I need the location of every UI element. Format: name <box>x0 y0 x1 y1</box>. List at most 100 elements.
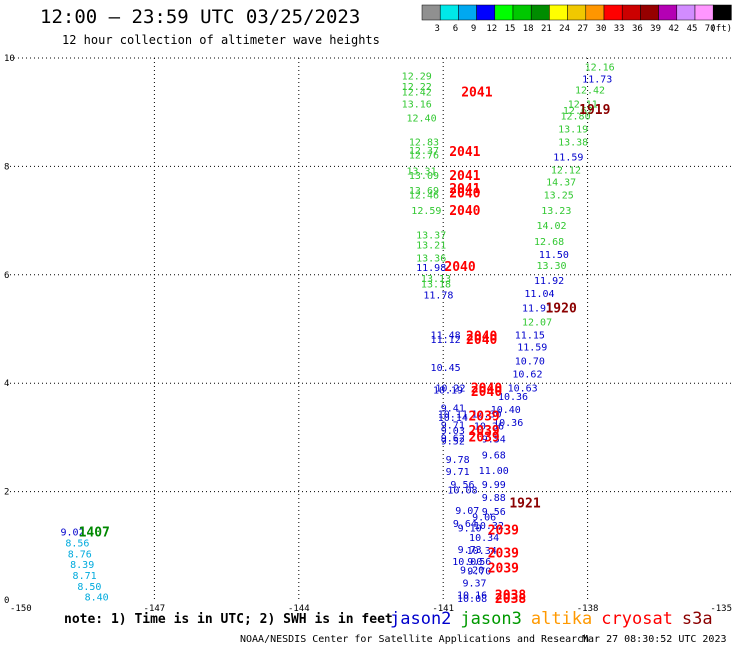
x-axis-ticks: -150 -147 -144 -141 -138 -135 <box>10 604 732 612</box>
legend-bin-label: 39 <box>650 24 661 34</box>
track-id-label: 2040 <box>466 330 497 345</box>
wave-height-point: 11.98 <box>416 263 446 274</box>
wave-height-point: 13.25 <box>544 191 574 202</box>
wave-height-point: 10.19 <box>433 386 463 397</box>
y-tick-label: 0 <box>4 596 9 606</box>
legend-bin-label: 24 <box>559 24 570 34</box>
satellite-legend: jason2 jason3 altika cryosat s3a <box>390 609 722 629</box>
wave-height-point: 12.62 <box>563 106 593 117</box>
wave-height-point: 12.83 <box>409 137 439 148</box>
legend-bin-label: 70 <box>705 24 716 34</box>
timestamp: Mar 27 08:30:52 UTC 2023 <box>582 634 727 645</box>
wave-height-point: 9.20 <box>460 566 484 577</box>
wave-height-point: 13.13 <box>421 274 451 285</box>
y-tick-label: 6 <box>4 271 9 281</box>
legend-bin-label: 6 <box>453 24 458 34</box>
wave-height-point: 9.56 <box>450 480 474 491</box>
legend-bin-label: 27 <box>577 24 588 34</box>
legend-unit: (ft) <box>710 24 732 34</box>
wave-height-point: 12.16 <box>585 63 615 74</box>
wave-height-point: 9.56 <box>482 507 506 518</box>
wave-height-point: 12.12 <box>551 166 581 177</box>
wave-height-point: 12.68 <box>534 237 564 248</box>
wave-height-point: 10.22 <box>435 384 465 395</box>
wave-height-point: 12.40 <box>406 114 436 125</box>
wave-height-point: 9.56 <box>467 557 491 568</box>
legend-bin-label: 12 <box>486 24 497 34</box>
wave-height-point: 12.22 <box>402 82 432 93</box>
satellite-legend-entry: s3a <box>681 609 713 629</box>
x-tick-label: -141 <box>432 604 454 612</box>
wave-height-point: 13.21 <box>416 240 446 251</box>
wave-height-point: 12.76 <box>409 150 439 161</box>
x-tick-label: -135 <box>710 604 732 612</box>
track-id-label: 2039 <box>468 424 499 439</box>
wave-height-point: 12.37 <box>409 146 439 157</box>
wave-height-point: 9.02 <box>61 528 85 539</box>
track-id-labels: 2041204120412041204020402040204020402040… <box>79 86 611 607</box>
x-tick-label: -147 <box>144 604 166 612</box>
track-id-label: 2040 <box>471 382 502 397</box>
grid-lines <box>10 57 732 600</box>
wave-height-point: 8.56 <box>65 539 89 550</box>
wave-height-point: 12.11 <box>568 100 598 111</box>
wave-height-point: 10.45 <box>431 363 461 374</box>
wave-height-point: 12.07 <box>522 317 552 328</box>
track-id-label: 2040 <box>449 204 480 219</box>
wave-height-point: 10.36 <box>493 418 523 429</box>
legend-bin-label: 15 <box>505 24 516 34</box>
track-id-label: 1407 <box>79 526 110 541</box>
satellite-legend-entry: jason3 <box>460 609 522 629</box>
wave-height-point: 10.16 <box>457 591 487 602</box>
wave-height-point: 10.63 <box>508 384 538 395</box>
wave-height-point: 10.11 <box>438 410 468 421</box>
wave-height-point: 8.40 <box>85 593 109 604</box>
wave-height-point: 9.03 <box>441 426 465 437</box>
wave-height-point: 11.04 <box>524 289 554 300</box>
wave-height-point: 14.02 <box>536 221 566 232</box>
wave-height-point: 12.42 <box>575 85 605 96</box>
data-points: 12.2912.2212.4213.1612.4012.8312.3712.76… <box>61 63 615 605</box>
wave-height-point: 10.34 <box>469 533 499 544</box>
wave-height-point: 12.80 <box>561 111 591 122</box>
track-id-label: 2040 <box>449 186 480 201</box>
track-id-label: 2039 <box>488 546 519 561</box>
wave-height-point: 13.19 <box>558 124 588 135</box>
legend-bin-label: 3 <box>434 24 439 34</box>
wave-height-point: 9.70 <box>467 567 491 578</box>
wave-height-point: 10.36 <box>498 392 528 403</box>
wave-height-point: 11.50 <box>539 250 569 261</box>
wave-height-point: 13.69 <box>409 186 439 197</box>
track-id-label: 2039 <box>488 524 519 539</box>
wave-height-point: 9.62 <box>441 433 465 444</box>
wave-height-point: 13.36 <box>416 253 446 264</box>
wave-height-point: 10.36 <box>474 421 504 432</box>
page-title: 12:00 – 23:59 UTC 03/25/2023 <box>40 6 361 28</box>
wave-height-point: 9.99 <box>482 480 506 491</box>
wave-height-point: 14.37 <box>546 178 576 189</box>
wave-height-point: 13.38 <box>558 137 588 148</box>
track-id-label: 1919 <box>579 103 610 118</box>
wave-height-point: 13.16 <box>402 100 432 111</box>
track-id-label: 2040 <box>471 385 502 400</box>
track-id-label: 2040 <box>466 333 497 348</box>
wave-height-point: 8.71 <box>73 571 97 582</box>
y-tick-label: 10 <box>4 54 15 64</box>
wave-height-point: 9.88 <box>482 493 506 504</box>
wave-height-point: 11.73 <box>582 75 612 86</box>
track-id-label: 2041 <box>449 169 480 184</box>
wave-height-point: 13.23 <box>541 206 571 217</box>
legend-bin-label: 18 <box>523 24 534 34</box>
wave-height-point: 9.54 <box>482 434 506 445</box>
wave-height-point: 9.64 <box>453 519 477 530</box>
x-tick-label: -144 <box>288 604 310 612</box>
track-id-label: 1921 <box>509 496 540 511</box>
wave-height-point: 8.39 <box>70 560 94 571</box>
wave-height-point: 9.71 <box>446 467 470 478</box>
legend-bin-label: 9 <box>471 24 476 34</box>
legend-bin-label: 21 <box>541 24 552 34</box>
wave-height-point: 10.00 <box>452 557 482 568</box>
y-axis-ticks: 0 2 4 6 8 10 <box>4 54 15 606</box>
wave-height-point: 11.00 <box>479 466 509 477</box>
